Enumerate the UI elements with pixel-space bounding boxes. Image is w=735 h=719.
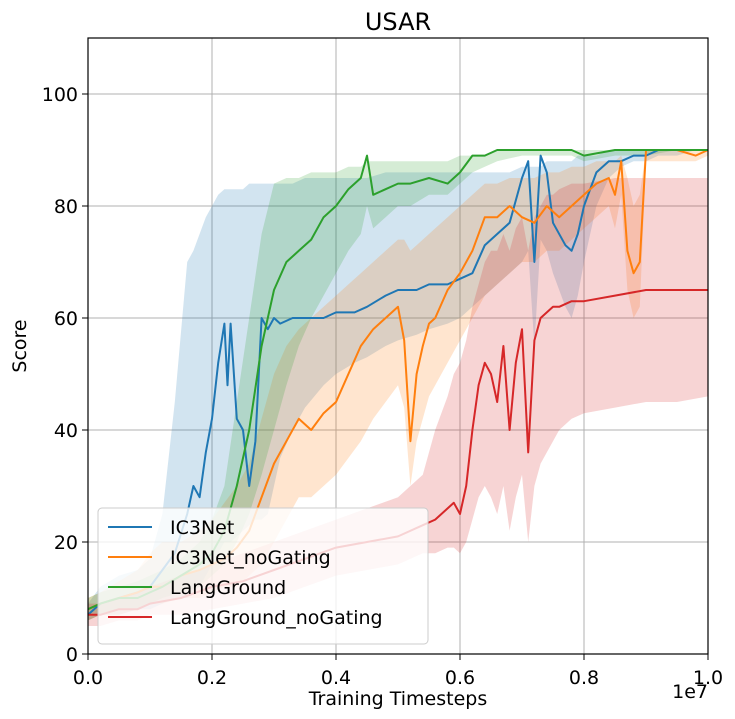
y-axis-label: Score: [9, 319, 31, 372]
legend-label: IC3Net_noGating: [170, 547, 331, 569]
legend-label: LangGround: [170, 577, 286, 599]
x-tick-label: 0.2: [197, 667, 227, 689]
y-tick-label: 60: [54, 308, 78, 330]
legend-label: IC3Net: [170, 517, 234, 539]
y-tick-label: 20: [54, 532, 78, 554]
x-tick-label: 0.6: [445, 667, 475, 689]
y-tick-label: 0: [66, 644, 78, 666]
confidence-bands: [88, 150, 708, 626]
band-series-0: [88, 150, 708, 621]
x-tick-label: 0.8: [569, 667, 599, 689]
y-tick-label: 40: [54, 420, 78, 442]
band-series-2: [88, 150, 708, 621]
chart-title: USAR: [365, 8, 431, 36]
legend-label: LangGround_noGating: [170, 607, 383, 629]
x-tick-label: 0.0: [73, 667, 103, 689]
y-axis-ticks: 0 20 40 60 80 100: [42, 84, 88, 666]
x-tick-label: 0.4: [321, 667, 351, 689]
x-axis-offset-label: 1e7: [672, 681, 708, 703]
y-tick-label: 100: [42, 84, 78, 106]
x-axis-label: Training Timesteps: [308, 688, 488, 710]
plot-frame: [87, 37, 709, 655]
line-series-0: [87, 149, 708, 616]
x-axis-ticks: 0.0 0.2 0.4 0.6 0.8 1.0: [73, 654, 723, 689]
y-tick-label: 80: [54, 196, 78, 218]
x-tick-label: 1.0: [693, 667, 723, 689]
band-series-3: [88, 178, 708, 626]
legend: IC3Net IC3Net_noGating LangGround LangGroun…: [97, 507, 429, 645]
legend-box: [97, 507, 429, 645]
band-series-1: [88, 150, 708, 621]
